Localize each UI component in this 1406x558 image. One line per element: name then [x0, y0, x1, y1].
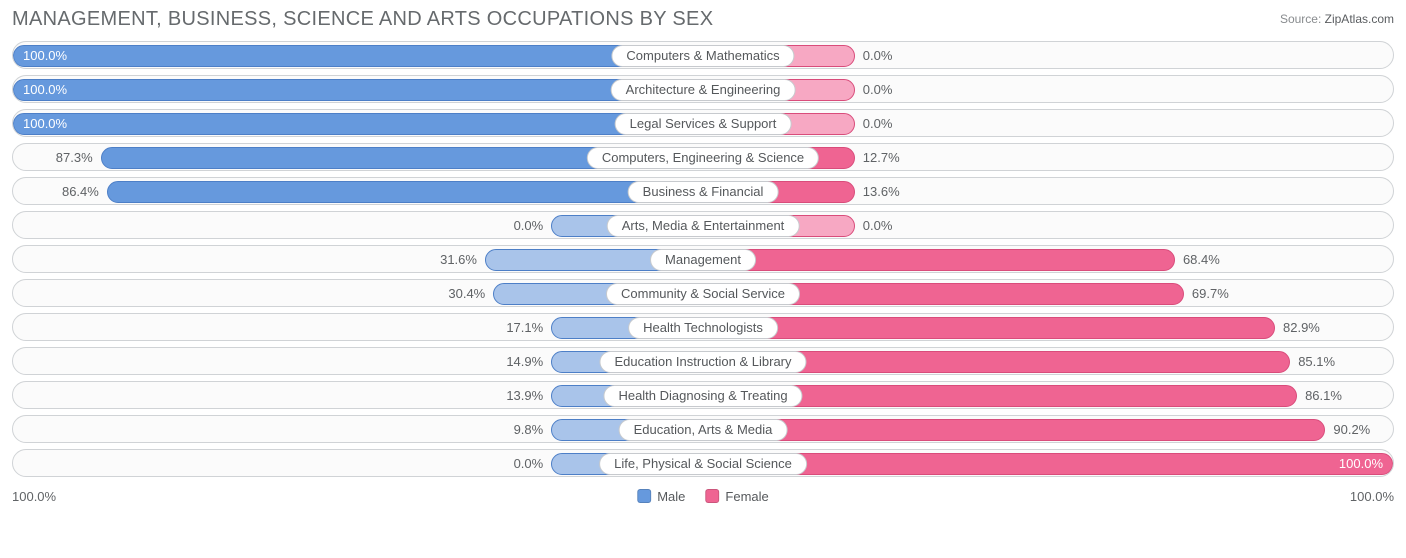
chart-row: 17.1% 82.9% Health Technologists: [12, 313, 1394, 341]
male-pct-label: 100.0%: [23, 42, 67, 69]
chart-row: 100.0% 0.0% Legal Services & Support: [12, 109, 1394, 137]
male-pct-label: 17.1%: [506, 314, 543, 341]
female-pct-label: 85.1%: [1298, 348, 1335, 375]
legend-male-label: Male: [657, 489, 685, 504]
category-label: Arts, Media & Entertainment: [607, 215, 800, 237]
chart-row: 14.9% 85.1% Education Instruction & Librar…: [12, 347, 1394, 375]
male-pct-label: 100.0%: [23, 76, 67, 103]
chart-row: 100.0% 0.0% Computers & Mathematics: [12, 41, 1394, 69]
female-bar: [703, 419, 1325, 441]
female-pct-label: 69.7%: [1192, 280, 1229, 307]
male-pct-label: 14.9%: [506, 348, 543, 375]
chart-row: 0.0% 100.0% Life, Physical & Social Scienc…: [12, 449, 1394, 477]
source-label: Source:: [1280, 12, 1321, 26]
swatch-female: [705, 489, 719, 503]
female-pct-label: 100.0%: [1339, 450, 1383, 477]
chart-row: 86.4% 13.6% Business & Financial: [12, 177, 1394, 205]
male-pct-label: 30.4%: [448, 280, 485, 307]
category-label: Health Diagnosing & Treating: [603, 385, 802, 407]
male-bar: [107, 181, 703, 203]
chart-title: MANAGEMENT, BUSINESS, SCIENCE AND ARTS O…: [12, 8, 713, 31]
female-pct-label: 0.0%: [863, 76, 893, 103]
female-pct-label: 12.7%: [863, 144, 900, 171]
category-label: Computers, Engineering & Science: [587, 147, 819, 169]
category-label: Education Instruction & Library: [599, 351, 806, 373]
chart-row: 100.0% 0.0% Architecture & Engineering: [12, 75, 1394, 103]
male-pct-label: 31.6%: [440, 246, 477, 273]
legend-female: Female: [705, 489, 768, 504]
axis-row: 100.0% Male Female 100.0%: [12, 485, 1394, 507]
legend-female-label: Female: [725, 489, 768, 504]
axis-right-label: 100.0%: [1350, 489, 1394, 504]
male-bar: [13, 113, 703, 135]
chart-row: 9.8% 90.2% Education, Arts & Media: [12, 415, 1394, 443]
legend: Male Female: [637, 489, 769, 504]
female-pct-label: 68.4%: [1183, 246, 1220, 273]
category-label: Legal Services & Support: [615, 113, 792, 135]
category-label: Computers & Mathematics: [611, 45, 794, 67]
male-pct-label: 100.0%: [23, 110, 67, 137]
male-bar: [13, 79, 703, 101]
male-pct-label: 86.4%: [62, 178, 99, 205]
chart-source: Source: ZipAtlas.com: [1280, 12, 1394, 26]
male-pct-label: 9.8%: [514, 416, 544, 443]
category-label: Life, Physical & Social Science: [599, 453, 807, 475]
male-pct-label: 13.9%: [506, 382, 543, 409]
chart-row: 31.6% 68.4% Management: [12, 245, 1394, 273]
occupations-by-sex-chart: MANAGEMENT, BUSINESS, SCIENCE AND ARTS O…: [0, 0, 1406, 558]
male-pct-label: 0.0%: [514, 450, 544, 477]
female-bar: [703, 317, 1275, 339]
chart-header: MANAGEMENT, BUSINESS, SCIENCE AND ARTS O…: [12, 8, 1394, 31]
category-label: Health Technologists: [628, 317, 778, 339]
chart-row: 30.4% 69.7% Community & Social Service: [12, 279, 1394, 307]
chart-row: 0.0% 0.0% Arts, Media & Entertainment: [12, 211, 1394, 239]
female-pct-label: 90.2%: [1333, 416, 1370, 443]
male-bar: [13, 45, 703, 67]
chart-row: 87.3% 12.7% Computers, Engineering & Scien…: [12, 143, 1394, 171]
female-pct-label: 13.6%: [863, 178, 900, 205]
female-bar: [703, 249, 1175, 271]
female-pct-label: 86.1%: [1305, 382, 1342, 409]
male-pct-label: 87.3%: [56, 144, 93, 171]
swatch-male: [637, 489, 651, 503]
female-pct-label: 82.9%: [1283, 314, 1320, 341]
chart-row: 13.9% 86.1% Health Diagnosing & Treating: [12, 381, 1394, 409]
category-label: Management: [650, 249, 756, 271]
male-pct-label: 0.0%: [514, 212, 544, 239]
female-pct-label: 0.0%: [863, 212, 893, 239]
category-label: Education, Arts & Media: [619, 419, 788, 441]
source-value: ZipAtlas.com: [1325, 12, 1394, 26]
axis-left-label: 100.0%: [12, 489, 56, 504]
category-label: Business & Financial: [628, 181, 779, 203]
chart-rows: 100.0%0.0%Computers & Mathematics100.0%0…: [12, 41, 1394, 477]
category-label: Community & Social Service: [606, 283, 800, 305]
category-label: Architecture & Engineering: [611, 79, 796, 101]
legend-male: Male: [637, 489, 685, 504]
female-pct-label: 0.0%: [863, 110, 893, 137]
female-pct-label: 0.0%: [863, 42, 893, 69]
